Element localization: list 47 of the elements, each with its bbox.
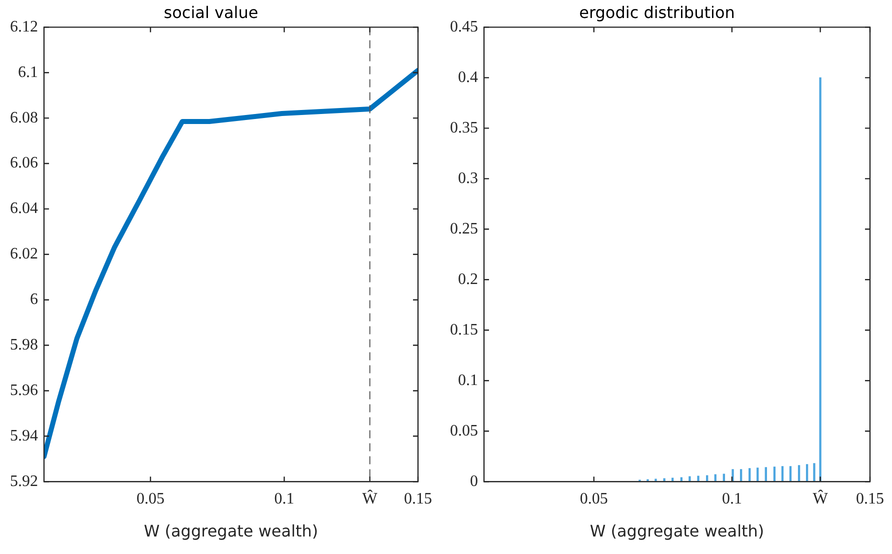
y-tick-label: 0.1 <box>458 372 478 389</box>
y-tick-label: 5.92 <box>10 472 38 490</box>
x-axis-title: W (aggregate wealth) <box>590 522 764 541</box>
y-tick-label: 6.02 <box>10 246 38 263</box>
x-axis-title: W (aggregate wealth) <box>144 522 318 541</box>
y-tick-label: 6 <box>30 291 38 308</box>
y-tick-label: 6.08 <box>10 109 38 126</box>
bar <box>781 466 784 482</box>
bar <box>654 478 657 482</box>
x-tick-label: Ŵ <box>362 489 378 508</box>
x-tick-label: Ŵ <box>812 489 829 508</box>
x-tick-label: 0.1 <box>274 490 294 508</box>
y-tick-label: 0 <box>470 472 478 490</box>
y-tick-label: 5.94 <box>10 427 38 444</box>
x-tick-label: 0.1 <box>722 490 742 508</box>
bar <box>748 468 751 482</box>
bar <box>773 466 776 482</box>
bar <box>688 476 691 482</box>
y-tick-label: 0.05 <box>450 422 478 440</box>
y-tick-label: 0.4 <box>458 68 478 86</box>
y-tick-label: 6.04 <box>10 200 38 218</box>
x-tick-label: 0.05 <box>136 490 164 508</box>
bar <box>732 469 734 482</box>
y-tick-label: 0.35 <box>450 119 478 136</box>
y-tick-label: 0.45 <box>450 18 478 36</box>
x-tick-label: 0.15 <box>404 490 432 508</box>
y-tick-label: 0.2 <box>458 270 478 288</box>
bar <box>663 478 666 482</box>
chart-title: social value <box>164 2 258 22</box>
bar <box>789 466 792 482</box>
bar <box>819 77 822 482</box>
y-tick-label: 6.1 <box>18 64 38 81</box>
x-tick-label: 0.15 <box>856 490 884 508</box>
y-tick-label: 5.98 <box>10 336 38 354</box>
y-tick-label: 0.3 <box>458 170 478 187</box>
x-tick-label: 0.05 <box>580 490 608 508</box>
y-tick-label: 0.15 <box>450 321 478 338</box>
chart-title: ergodic distribution <box>579 2 735 22</box>
bar <box>764 467 767 482</box>
y-tick-label: 6.06 <box>10 154 38 172</box>
y-tick-label: 5.96 <box>10 382 38 399</box>
bar <box>813 463 816 482</box>
bar <box>798 465 800 482</box>
y-tick-label: 0.25 <box>450 220 478 238</box>
bar <box>806 464 808 482</box>
bar <box>697 476 700 482</box>
y-tick-label: 6.12 <box>10 18 38 36</box>
